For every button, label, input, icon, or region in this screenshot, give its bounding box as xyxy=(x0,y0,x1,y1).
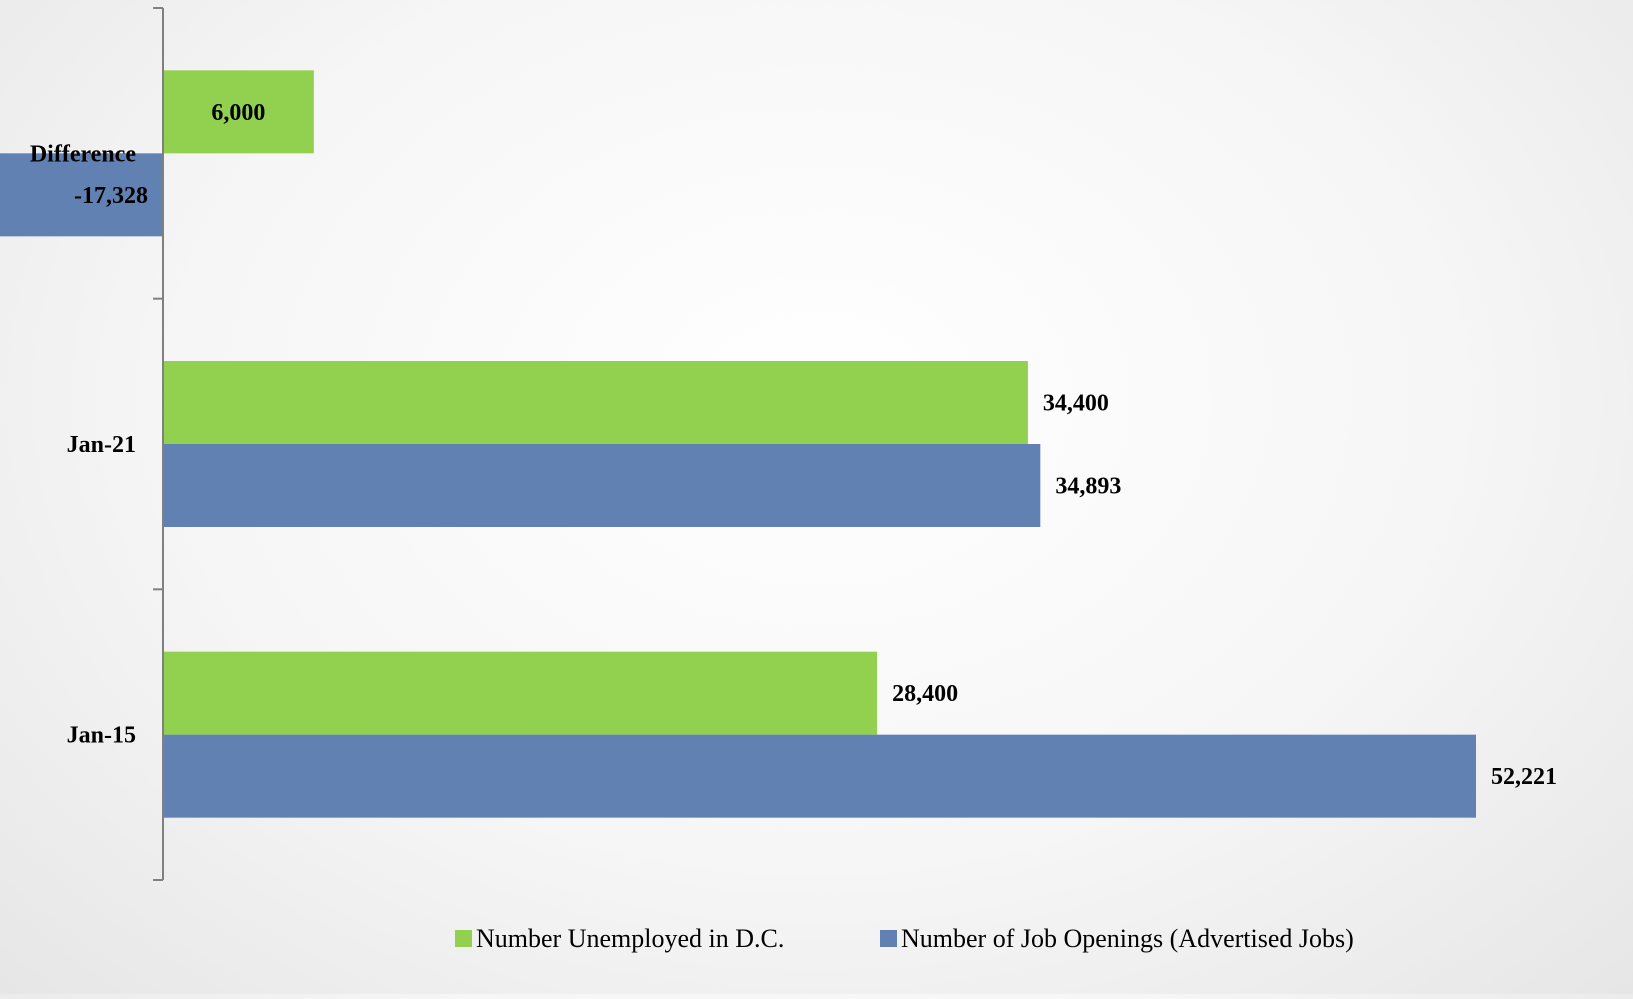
bar-unemployed-jan-15 xyxy=(163,651,878,735)
legend-label-job-openings: Number of Job Openings (Advertised Jobs) xyxy=(901,924,1354,953)
category-axis xyxy=(153,7,164,881)
data-label-unemployed-difference: 6,000 xyxy=(211,100,265,126)
bar-job-openings-jan-15 xyxy=(163,734,1476,818)
bar-unemployed-jan-21 xyxy=(163,361,1028,444)
data-label-job-openings-difference: -17,328 xyxy=(74,183,148,209)
data-label-unemployed-jan-21: 34,400 xyxy=(1043,391,1109,417)
category-label-jan-21: Jan-21 xyxy=(67,432,136,458)
legend-swatch-unemployed xyxy=(455,930,472,947)
legend: Number Unemployed in D.C. Number of Job O… xyxy=(455,924,1354,953)
category-label-difference: Difference xyxy=(30,141,137,167)
data-label-unemployed-jan-15: 28,400 xyxy=(892,681,958,707)
data-label-job-openings-jan-21: 34,893 xyxy=(1055,474,1121,500)
labels-layer: 28,400 52,221 Jan-15 34,400 34,893 Jan-21 6,00… xyxy=(30,100,1557,790)
category-label-jan-15: Jan-15 xyxy=(67,723,136,749)
bar-job-openings-jan-21 xyxy=(163,444,1041,527)
legend-label-unemployed: Number Unemployed in D.C. xyxy=(476,924,784,953)
data-label-job-openings-jan-15: 52,221 xyxy=(1491,764,1557,790)
legend-swatch-job-openings xyxy=(880,930,897,947)
bar-job-openings-difference xyxy=(0,153,163,237)
bar-unemployed-difference xyxy=(163,70,314,154)
bars-layer xyxy=(0,70,1476,818)
